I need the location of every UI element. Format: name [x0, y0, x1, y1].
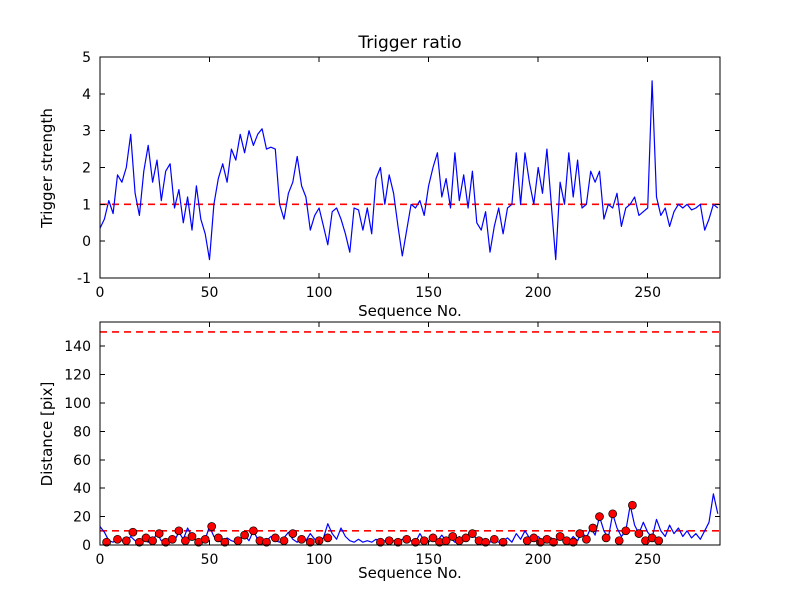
scatter-point: [288, 529, 298, 538]
y-tick-label: 80: [73, 424, 91, 440]
scatter-point: [240, 530, 249, 540]
x-tick-label: 150: [415, 552, 442, 568]
plot-frame: [99, 56, 721, 279]
scatter-point: [384, 536, 394, 546]
x-tick-label: 50: [201, 552, 219, 568]
y-tick-label: 4: [82, 87, 91, 103]
scatter-point: [200, 534, 210, 544]
plot-frame: [99, 321, 721, 546]
y-tick-label: 1: [82, 197, 91, 213]
scatter-point: [608, 509, 618, 519]
scatter-point: [270, 533, 280, 543]
scatter-point: [167, 534, 177, 544]
scatter-point: [468, 529, 477, 538]
scatter-point: [601, 533, 611, 543]
y-tick-label: 40: [73, 481, 91, 497]
scatter-point: [249, 526, 258, 536]
x-tick-label: 100: [306, 285, 333, 301]
top-y-axis-label: Trigger strength: [38, 108, 56, 229]
scatter-point: [207, 522, 217, 531]
x-tick-label: 0: [96, 552, 105, 568]
x-tick-label: 250: [634, 552, 661, 568]
scatter-point: [582, 534, 591, 544]
scatter-point: [154, 529, 164, 538]
scatter-point: [128, 527, 138, 537]
chart-title: Trigger ratio: [357, 33, 461, 53]
scatter-point: [628, 500, 637, 510]
y-tick-label: 60: [73, 453, 91, 469]
data-line: [99, 80, 719, 261]
scatter-point: [614, 536, 624, 546]
scatter-point: [654, 536, 664, 546]
scatter-point: [279, 536, 289, 546]
x-tick-label: 50: [201, 285, 219, 301]
scatter-point: [529, 533, 539, 543]
y-tick-label: 5: [82, 50, 91, 66]
scatter-point: [297, 534, 306, 544]
x-tick-label: 250: [634, 285, 661, 301]
scatter-point: [402, 534, 412, 544]
y-tick-label: 3: [82, 124, 91, 140]
scatter-point: [213, 533, 223, 543]
x-tick-label: 0: [96, 285, 105, 301]
y-tick-label: 0: [82, 234, 91, 250]
bottom-y-axis-label: Distance [pix]: [38, 382, 56, 487]
scatter-point: [376, 537, 385, 547]
scatter-point: [588, 523, 598, 533]
scatter-point: [498, 537, 508, 547]
scatter-point: [135, 537, 144, 547]
y-tick-label: 0: [82, 538, 91, 554]
y-tick-label: 100: [64, 396, 91, 412]
x-tick-label: 200: [525, 285, 552, 301]
scatter-point: [568, 537, 578, 547]
scatter-point: [121, 536, 131, 546]
scatter-point: [549, 537, 558, 547]
top-x-axis-label: Sequence No.: [358, 302, 462, 320]
x-tick-label: 150: [415, 285, 442, 301]
x-tick-label: 100: [306, 552, 333, 568]
scatter-point: [621, 526, 631, 536]
scatter-point: [555, 532, 565, 541]
scatter-point: [461, 533, 471, 543]
scatter-point: [233, 536, 243, 546]
scatter-point: [174, 526, 184, 536]
y-tick-label: -1: [77, 271, 91, 287]
x-tick-label: 200: [525, 552, 552, 568]
scatter-point: [113, 534, 122, 544]
y-tick-label: 120: [64, 368, 91, 384]
scatter-point: [305, 537, 315, 547]
scatter-point: [575, 529, 585, 538]
scatter-point: [102, 537, 111, 547]
scatter-point: [595, 512, 604, 521]
scatter-point: [262, 537, 271, 547]
y-tick-label: 2: [82, 161, 91, 177]
scatter-point: [419, 536, 429, 546]
scatter-point: [148, 536, 157, 546]
bottom-x-axis-label: Sequence No.: [358, 564, 462, 582]
scatter-point: [634, 529, 644, 538]
y-tick-label: 140: [64, 339, 91, 355]
scatter-point: [428, 533, 438, 543]
scatter-point: [411, 537, 420, 547]
scatter-point: [220, 537, 230, 547]
scatter-point: [489, 534, 499, 544]
scatter-point: [393, 537, 403, 547]
scatter-point: [187, 532, 197, 541]
scatter-point: [448, 532, 458, 541]
scatter-point: [481, 537, 490, 547]
y-tick-label: 20: [73, 510, 91, 526]
scatter-point: [323, 533, 333, 543]
